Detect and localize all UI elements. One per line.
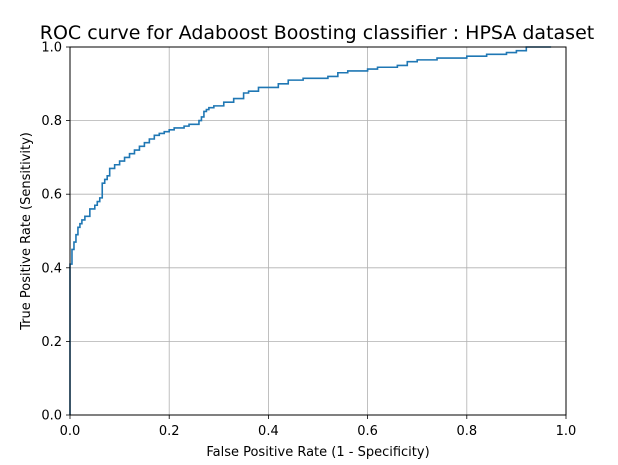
y-tick-label: 0.4 <box>41 261 62 276</box>
x-tick-label: 0.6 <box>357 424 378 439</box>
x-tick-label: 1.0 <box>556 424 577 439</box>
x-axis-label: False Positive Rate (1 - Specificity) <box>206 445 429 460</box>
roc-curve-line <box>69 46 552 415</box>
y-tick-label: 0.6 <box>41 188 62 203</box>
grid-lines <box>69 46 567 416</box>
y-tick-label: 1.0 <box>41 41 62 56</box>
plot-frame <box>69 46 567 416</box>
y-tick-label: 0.8 <box>41 114 62 129</box>
x-tick-label: 0.4 <box>258 424 279 439</box>
x-tick-label: 0.8 <box>456 424 477 439</box>
tick-layer: 0.0 0.2 0.4 0.6 0.8 1.0 0.0 0.2 0.4 0.6 0.8 1.0 <box>41 41 576 440</box>
series-layer <box>69 46 552 415</box>
y-tick-label: 0.2 <box>41 335 62 350</box>
x-tick-label: 0.0 <box>60 424 81 439</box>
y-tick-label: 0.0 <box>41 409 62 424</box>
chart-title: ROC curve for Adaboost Boosting classifi… <box>40 22 594 44</box>
x-tick-label: 0.2 <box>159 424 180 439</box>
y-axis-label: True Positive Rate (Sensitivity) <box>19 132 34 331</box>
